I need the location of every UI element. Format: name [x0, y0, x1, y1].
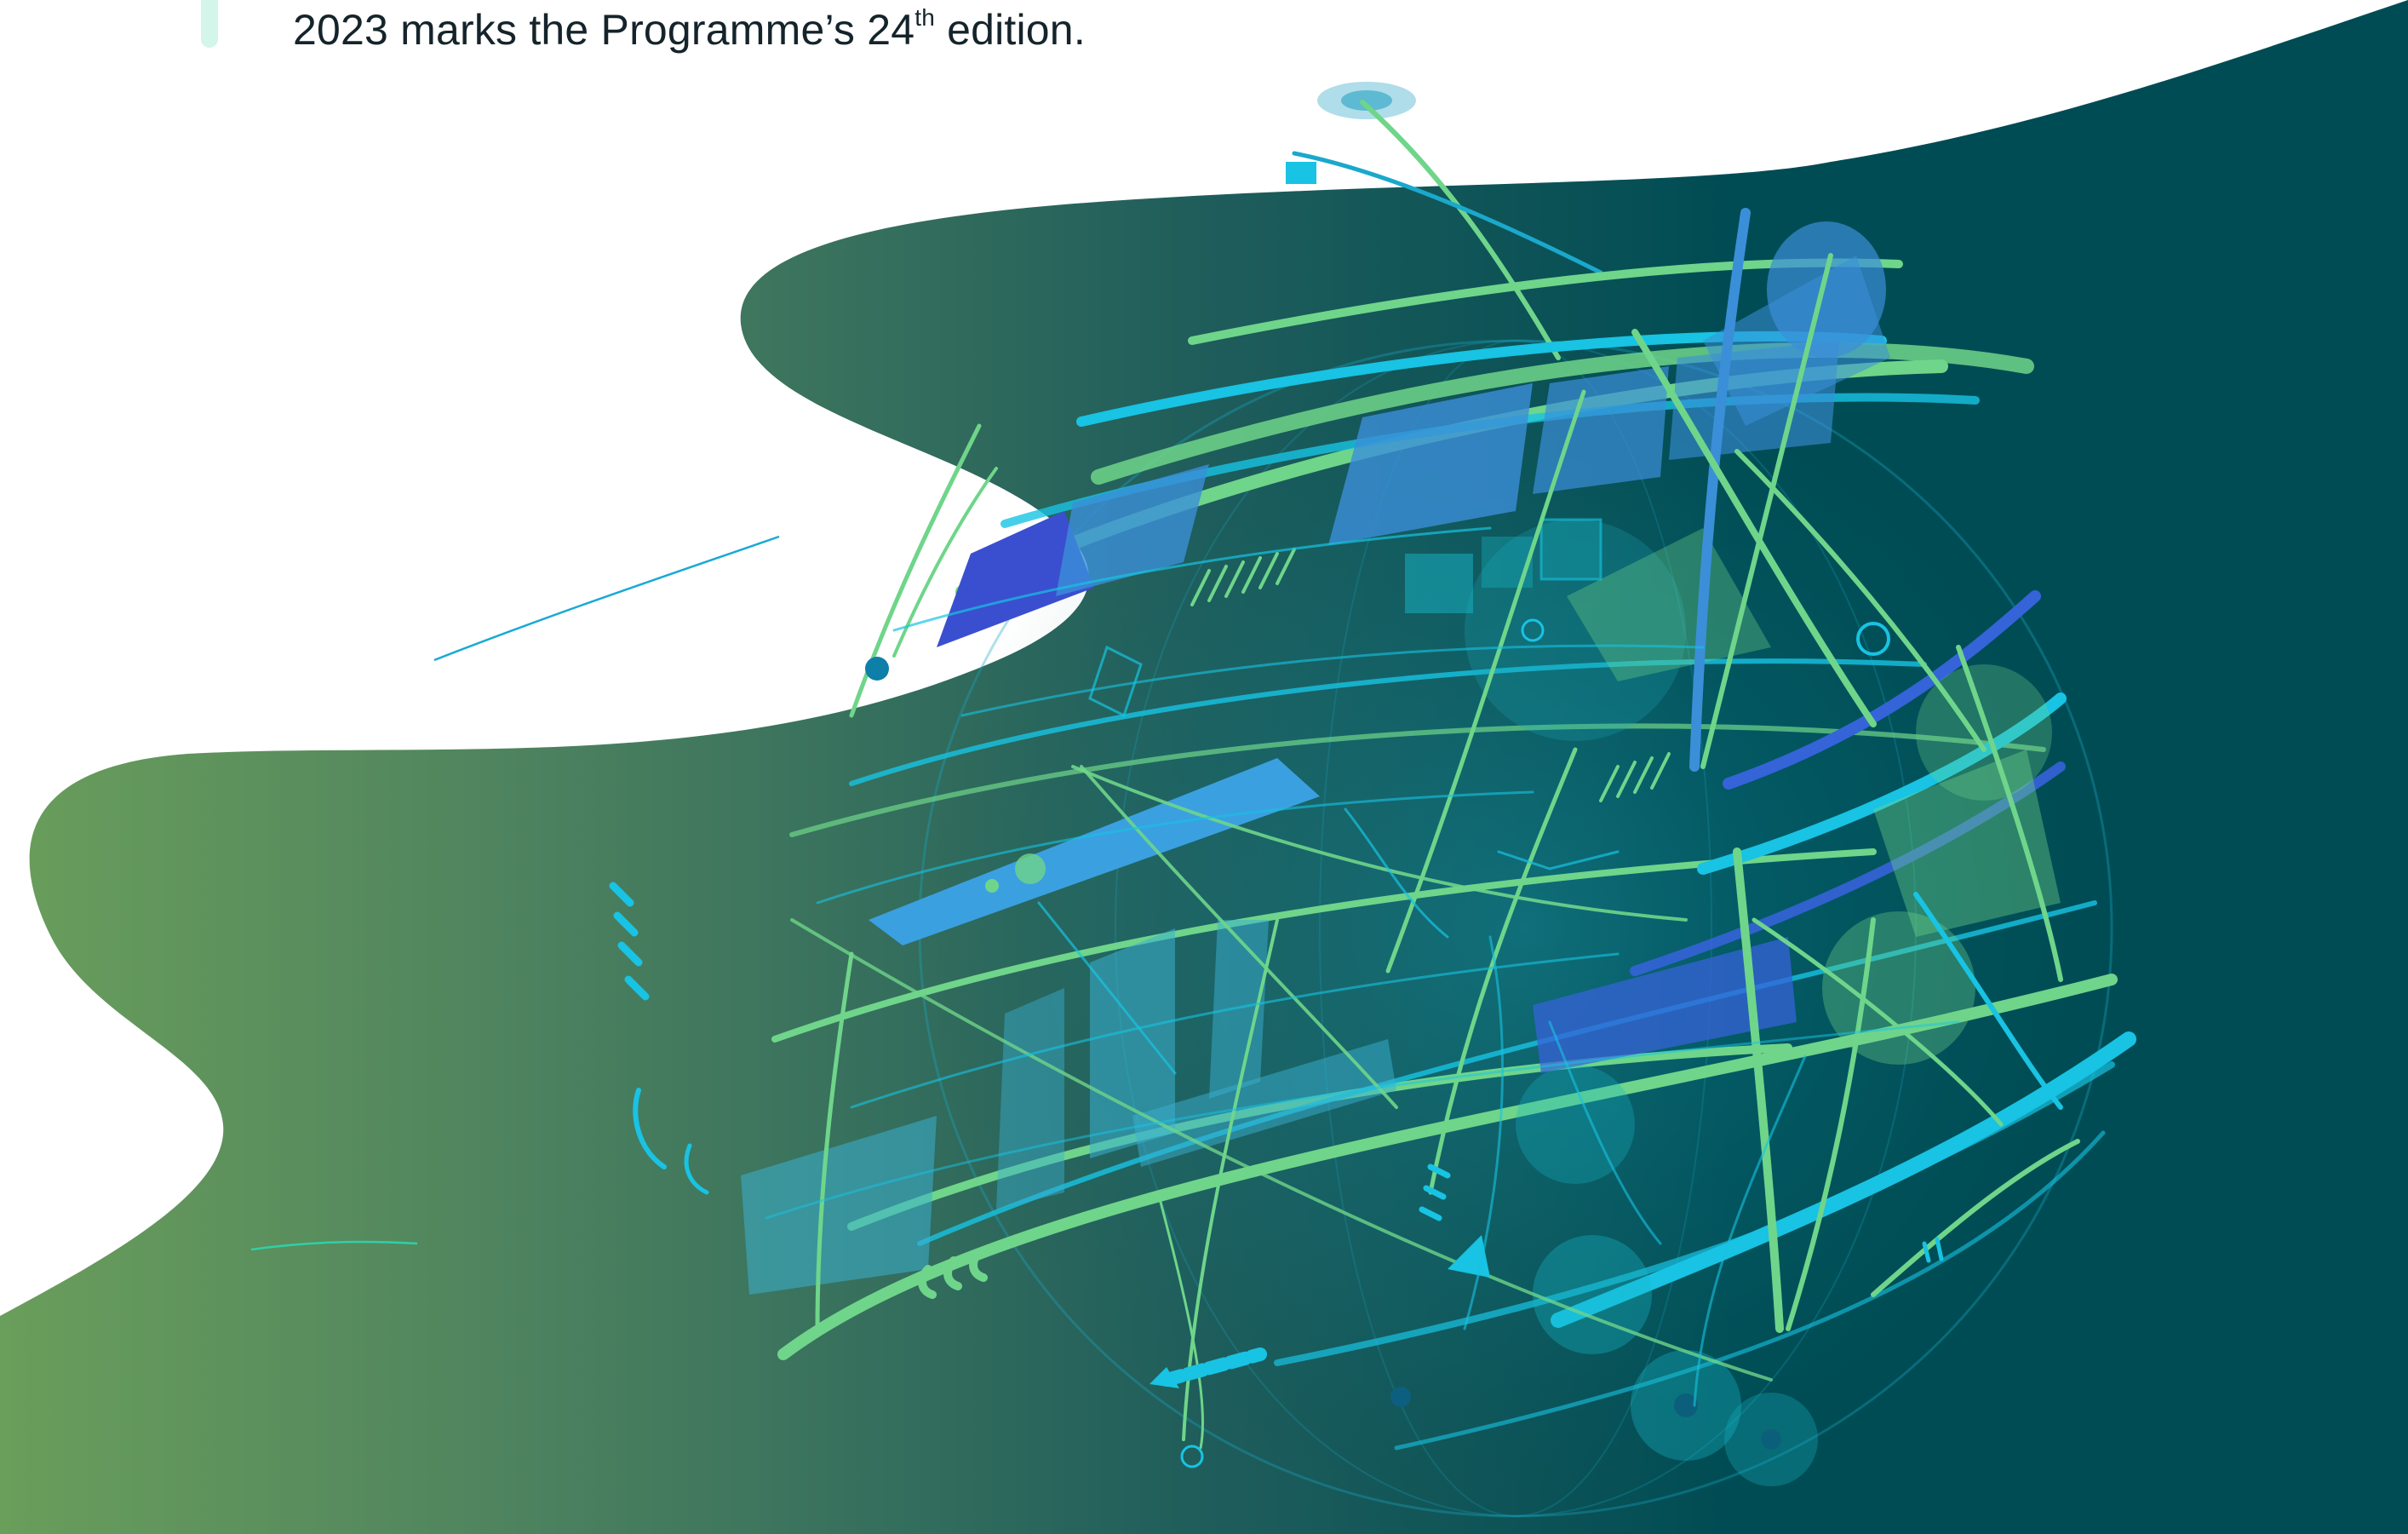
thin-wisp-line-low [250, 1240, 418, 1251]
globe-illustration [609, 82, 2136, 1518]
intro-text-ordinal: th [914, 4, 935, 31]
thin-wisp-line [433, 535, 780, 662]
intro-text-main: 2023 marks the Programme’s 24 [293, 6, 915, 54]
globe-glow [920, 324, 2129, 1533]
accent-bar [201, 0, 218, 48]
intro-text: 2023 marks the Programme’s 24th edition. [293, 5, 1086, 55]
intro-text-end: edition. [934, 6, 1086, 54]
